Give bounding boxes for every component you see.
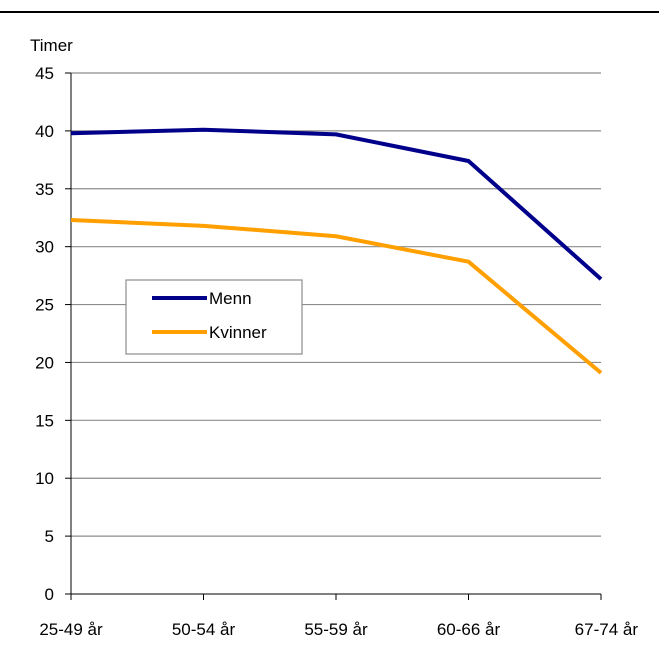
legend-label-menn: Menn xyxy=(209,289,252,308)
y-tick-label: 30 xyxy=(35,238,54,257)
series-line-kvinner xyxy=(70,218,603,375)
legend-box xyxy=(125,279,303,355)
series-line-menn xyxy=(70,127,603,281)
y-tick-label: 15 xyxy=(35,411,54,430)
y-tick-label: 40 xyxy=(35,122,54,141)
y-tick-label: 20 xyxy=(35,353,54,372)
y-tick-label: 0 xyxy=(45,585,54,604)
y-tick-label: 45 xyxy=(35,64,54,83)
series-lines xyxy=(70,127,603,375)
y-tick-label: 25 xyxy=(35,296,54,315)
x-tick-label: 67-74 år xyxy=(575,620,639,639)
legend-label-kvinner: Kvinner xyxy=(209,323,267,342)
x-tick-label: 55-59 år xyxy=(304,620,368,639)
x-tick-label: 25-49 år xyxy=(39,620,103,639)
x-tick-label: 50-54 år xyxy=(172,620,236,639)
x-tick-label: 60-66 år xyxy=(437,620,501,639)
y-tick-label: 5 xyxy=(45,527,54,546)
y-tick-label: 10 xyxy=(35,469,54,488)
axes: 0 5 10 15 20 25 30 35 40 45 25-49 år 50-54 år 55-59 … xyxy=(35,64,638,639)
legend: Menn Kvinner xyxy=(125,279,303,355)
y-axis-unit-label: Timer xyxy=(30,36,73,55)
y-tick-label: 35 xyxy=(35,180,54,199)
